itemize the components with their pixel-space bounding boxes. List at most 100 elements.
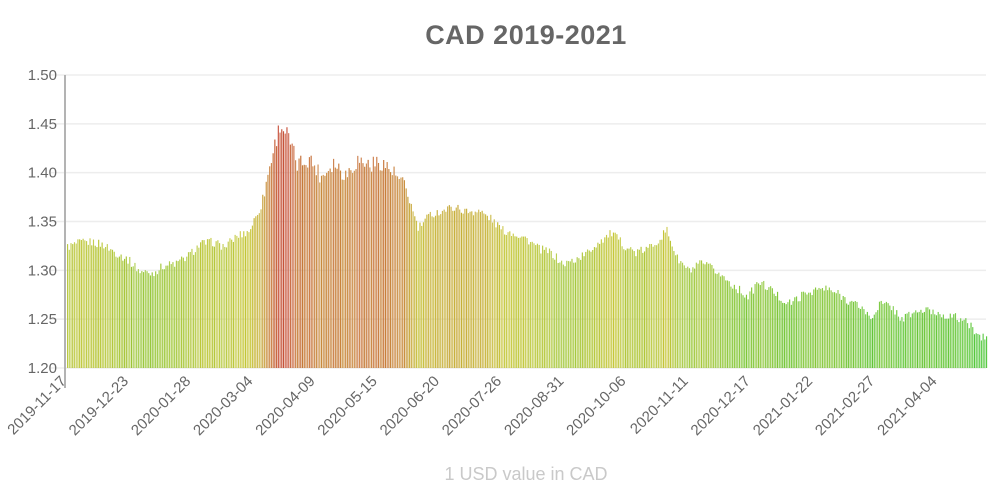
bar: [668, 236, 670, 368]
bar: [870, 319, 872, 368]
bar: [865, 314, 867, 368]
bar: [785, 304, 787, 368]
bar: [314, 165, 316, 368]
bar: [338, 163, 340, 368]
bar: [151, 272, 153, 368]
bar: [697, 263, 699, 368]
bar: [726, 280, 729, 368]
bar: [654, 245, 656, 368]
bar: [619, 237, 621, 368]
bar: [768, 287, 770, 368]
bar: [390, 172, 392, 368]
bar: [799, 301, 801, 368]
bar: [951, 317, 953, 368]
bar: [206, 239, 209, 368]
bar: [896, 310, 898, 368]
bar: [217, 240, 219, 368]
bar: [153, 276, 155, 368]
bar: [531, 241, 533, 368]
bar: [402, 177, 404, 368]
bar: [664, 232, 666, 368]
bar: [82, 238, 84, 368]
bar: [844, 297, 846, 368]
bar: [277, 125, 279, 368]
bar: [804, 292, 806, 368]
bar: [270, 163, 272, 368]
bar: [512, 233, 514, 368]
bar: [903, 321, 905, 368]
bar: [609, 230, 611, 368]
bar: [493, 219, 495, 368]
bar: [250, 229, 252, 368]
bar: [557, 262, 559, 368]
bar: [137, 269, 139, 368]
bar: [132, 266, 134, 368]
bar: [310, 155, 312, 368]
bar: [189, 251, 191, 368]
bar: [789, 299, 791, 368]
bar: [395, 175, 397, 368]
bar: [345, 170, 347, 368]
bar: [516, 236, 518, 368]
bar: [630, 247, 632, 368]
bar: [220, 249, 222, 368]
bar: [961, 320, 963, 368]
bar: [732, 288, 734, 368]
bar: [459, 209, 461, 368]
bar: [125, 256, 127, 368]
bar: [156, 274, 158, 368]
bar: [403, 180, 405, 368]
bar: [647, 247, 649, 368]
bar: [257, 214, 259, 368]
bar: [538, 244, 540, 368]
bar: [650, 243, 653, 368]
bar: [70, 243, 72, 368]
bar: [79, 239, 81, 368]
bar: [918, 311, 920, 368]
bar: [227, 241, 229, 368]
bar: [740, 293, 742, 368]
bar: [523, 236, 525, 368]
bar: [479, 211, 482, 368]
bar: [738, 285, 741, 368]
bar: [517, 237, 520, 368]
bar: [343, 179, 345, 368]
bar: [146, 271, 148, 368]
bar: [110, 249, 112, 368]
bar: [808, 292, 810, 368]
bar: [859, 308, 862, 368]
bar: [398, 178, 400, 368]
bar: [600, 239, 602, 368]
bar: [120, 254, 122, 368]
bar: [576, 257, 578, 368]
bar: [721, 275, 723, 368]
bar: [393, 166, 395, 368]
bar: [160, 263, 162, 368]
bar: [709, 263, 711, 368]
bar: [718, 272, 720, 368]
bar: [540, 253, 542, 368]
bar: [215, 241, 217, 368]
bar: [431, 216, 433, 368]
bar: [581, 252, 583, 368]
bar: [130, 266, 133, 368]
bar: [555, 253, 558, 368]
bar: [939, 314, 941, 368]
bar: [604, 237, 606, 368]
bar: [783, 303, 786, 368]
bar: [460, 212, 463, 368]
bar: [421, 225, 423, 368]
bar: [948, 318, 950, 368]
bar: [535, 245, 537, 368]
bar: [208, 239, 210, 368]
bar: [830, 290, 832, 368]
bar: [474, 211, 476, 368]
bar: [821, 288, 824, 368]
bar: [305, 165, 307, 368]
bar: [922, 312, 924, 368]
bar: [935, 315, 938, 368]
x-axis-caption: 1 USD value in CAD: [444, 464, 608, 484]
bar: [823, 290, 825, 368]
x-tick-label: 2020-08-31: [501, 373, 567, 439]
